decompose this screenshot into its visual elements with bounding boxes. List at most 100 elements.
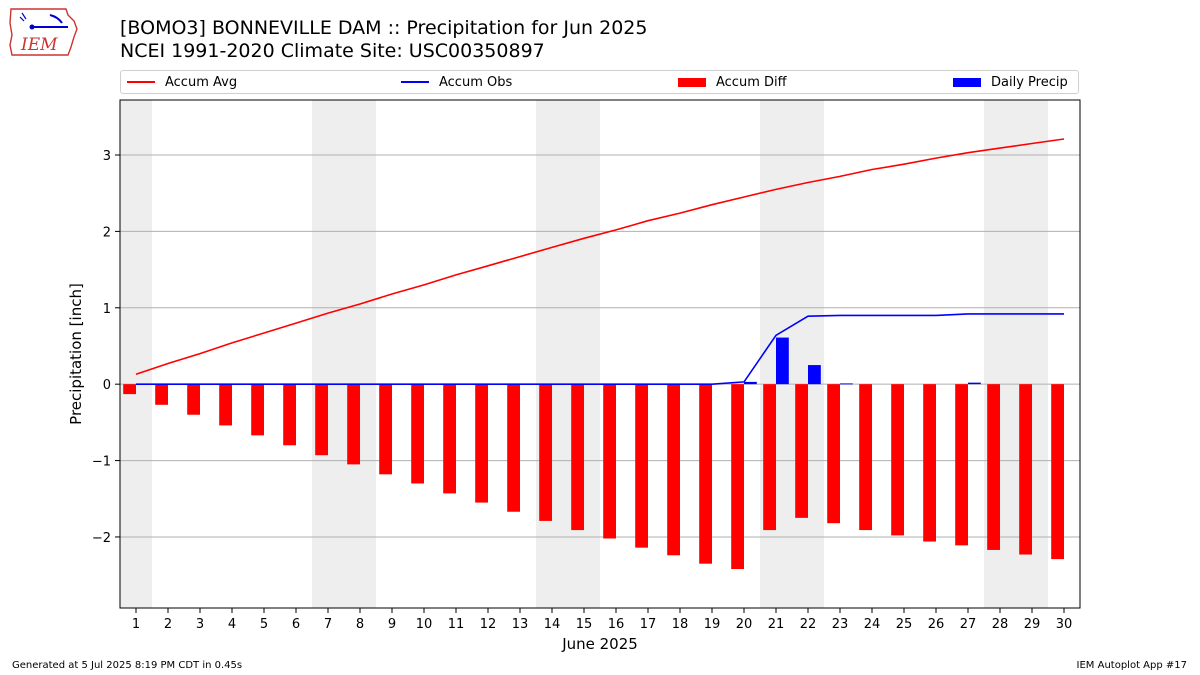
accum-diff-bar-day-9: [379, 384, 392, 475]
daily-precip-bar-day-22: [808, 365, 821, 385]
plot-frame: [119, 99, 1081, 609]
y-tick-label: 0: [103, 378, 111, 393]
legend-label-accum-diff: Accum Diff: [716, 74, 787, 90]
iem-logo: IEM: [8, 5, 80, 63]
x-tick-label: 30: [1056, 617, 1073, 632]
legend: Accum Avg Accum Obs Accum Diff Daily Pre…: [120, 70, 1079, 94]
accum-diff-bar-day-15: [571, 384, 584, 531]
x-tick-label: 20: [736, 617, 753, 632]
accum-diff-bar-day-26: [923, 384, 936, 542]
legend-label-daily-precip: Daily Precip: [991, 74, 1068, 90]
x-tick-label: 11: [448, 617, 465, 632]
accum-diff-bar-day-23: [827, 384, 840, 524]
weekend-shade-day-14: [536, 100, 568, 608]
y-axis-label: Precipitation [inch]: [67, 283, 85, 425]
legend-item-daily-precip: Daily Precip: [953, 71, 1068, 93]
x-tick-label: 22: [800, 617, 817, 632]
accum-diff-bar-day-30: [1051, 384, 1064, 560]
daily-precip-bar-day-21: [776, 337, 789, 385]
x-tick-label: 9: [388, 617, 396, 632]
series-lines: [135, 138, 1065, 386]
legend-item-accum-obs: Accum Obs: [401, 71, 512, 93]
x-tick-label: 10: [416, 617, 433, 632]
x-tick-label: 16: [608, 617, 625, 632]
logo-text: IEM: [20, 35, 58, 55]
accum-diff-bar-day-19: [699, 384, 712, 564]
legend-swatch-daily-precip: [953, 77, 981, 87]
bars: [123, 337, 1064, 570]
chart-subtitle: NCEI 1991-2020 Climate Site: USC00350897: [120, 40, 545, 62]
x-tick-label: 6: [292, 617, 300, 632]
x-axis-label: June 2025: [561, 635, 638, 653]
x-tick-label: 19: [704, 617, 721, 632]
app-credit: IEM Autoplot App #17: [1076, 660, 1187, 671]
x-tick-label: 21: [768, 617, 785, 632]
generated-timestamp: Generated at 5 Jul 2025 8:19 PM CDT in 0…: [12, 660, 243, 671]
x-tick-label: 5: [260, 617, 268, 632]
accum-diff-bar-day-21: [763, 384, 776, 531]
x-tick-label: 7: [324, 617, 332, 632]
y-tick-label: 2: [103, 225, 111, 240]
x-tick-label: 23: [832, 617, 849, 632]
accum-diff-bar-day-3: [187, 384, 200, 415]
accum-diff-bar-day-12: [475, 384, 488, 503]
accum-avg-line: [135, 138, 1065, 375]
accum-diff-bar-day-24: [859, 384, 872, 531]
legend-swatch-accum-diff: [678, 77, 706, 87]
legend-swatch-accum-obs: [401, 81, 429, 83]
weekend-shade-day-8: [344, 100, 376, 608]
accum-diff-bar-day-18: [667, 384, 680, 556]
accum-diff-bar-day-5: [251, 384, 264, 436]
x-tick-label: 17: [640, 617, 657, 632]
accum-diff-bar-day-17: [635, 384, 648, 548]
legend-item-accum-avg: Accum Avg: [127, 71, 237, 93]
x-tick-label: 29: [1024, 617, 1041, 632]
legend-label-accum-obs: Accum Obs: [439, 74, 513, 90]
accum-diff-bar-day-10: [411, 384, 424, 484]
accum-diff-bar-day-2: [155, 384, 168, 405]
x-tick-label: 2: [164, 617, 172, 632]
legend-item-accum-diff: Accum Diff: [678, 71, 787, 93]
y-tick-label: 1: [103, 302, 111, 317]
accum-diff-bar-day-1: [123, 384, 136, 395]
x-tick-label: 24: [864, 617, 881, 632]
accum-diff-bar-day-8: [347, 384, 360, 465]
x-tick-label: 18: [672, 617, 689, 632]
y-tick-label: −1: [92, 455, 111, 470]
accum-diff-bar-day-20: [731, 384, 744, 570]
x-tick-label: 15: [576, 617, 593, 632]
accum-diff-bar-day-4: [219, 384, 232, 426]
accum-diff-bar-day-28: [987, 384, 1000, 550]
chart-title: [BOMO3] BONNEVILLE DAM :: Precipitation …: [120, 17, 648, 39]
x-tick-label: 4: [228, 617, 236, 632]
accum-diff-bar-day-16: [603, 384, 616, 539]
x-tick-label: 3: [196, 617, 204, 632]
legend-label-accum-avg: Accum Avg: [165, 74, 238, 90]
weekend-shade-day-1: [120, 100, 152, 608]
x-tick-label: 13: [512, 617, 529, 632]
accum-diff-bar-day-6: [283, 384, 296, 446]
x-tick-label: 28: [992, 617, 1009, 632]
x-tick-label: 1: [132, 617, 140, 632]
weekend-shading: [120, 100, 1048, 608]
accum-diff-bar-day-22: [795, 384, 808, 518]
accum-diff-bar-day-27: [955, 384, 968, 546]
accum-diff-bar-day-11: [443, 384, 456, 494]
x-tick-label: 27: [960, 617, 977, 632]
daily-precip-bar-day-20: [744, 381, 757, 385]
legend-swatch-accum-avg: [127, 81, 155, 83]
daily-precip-bar-day-27: [968, 382, 981, 385]
x-tick-label: 8: [356, 617, 364, 632]
weekend-shade-day-22: [792, 100, 824, 608]
accum-diff-bar-day-13: [507, 384, 520, 512]
weekend-shade-day-15: [568, 100, 600, 608]
x-tick-label: 12: [480, 617, 497, 632]
y-tick-label: 3: [103, 149, 111, 164]
y-tick-label: −2: [92, 531, 111, 546]
x-tick-label: 14: [544, 617, 561, 632]
x-tick-label: 26: [928, 617, 945, 632]
accum-diff-bar-day-7: [315, 384, 328, 456]
weekend-shade-day-7: [312, 100, 344, 608]
